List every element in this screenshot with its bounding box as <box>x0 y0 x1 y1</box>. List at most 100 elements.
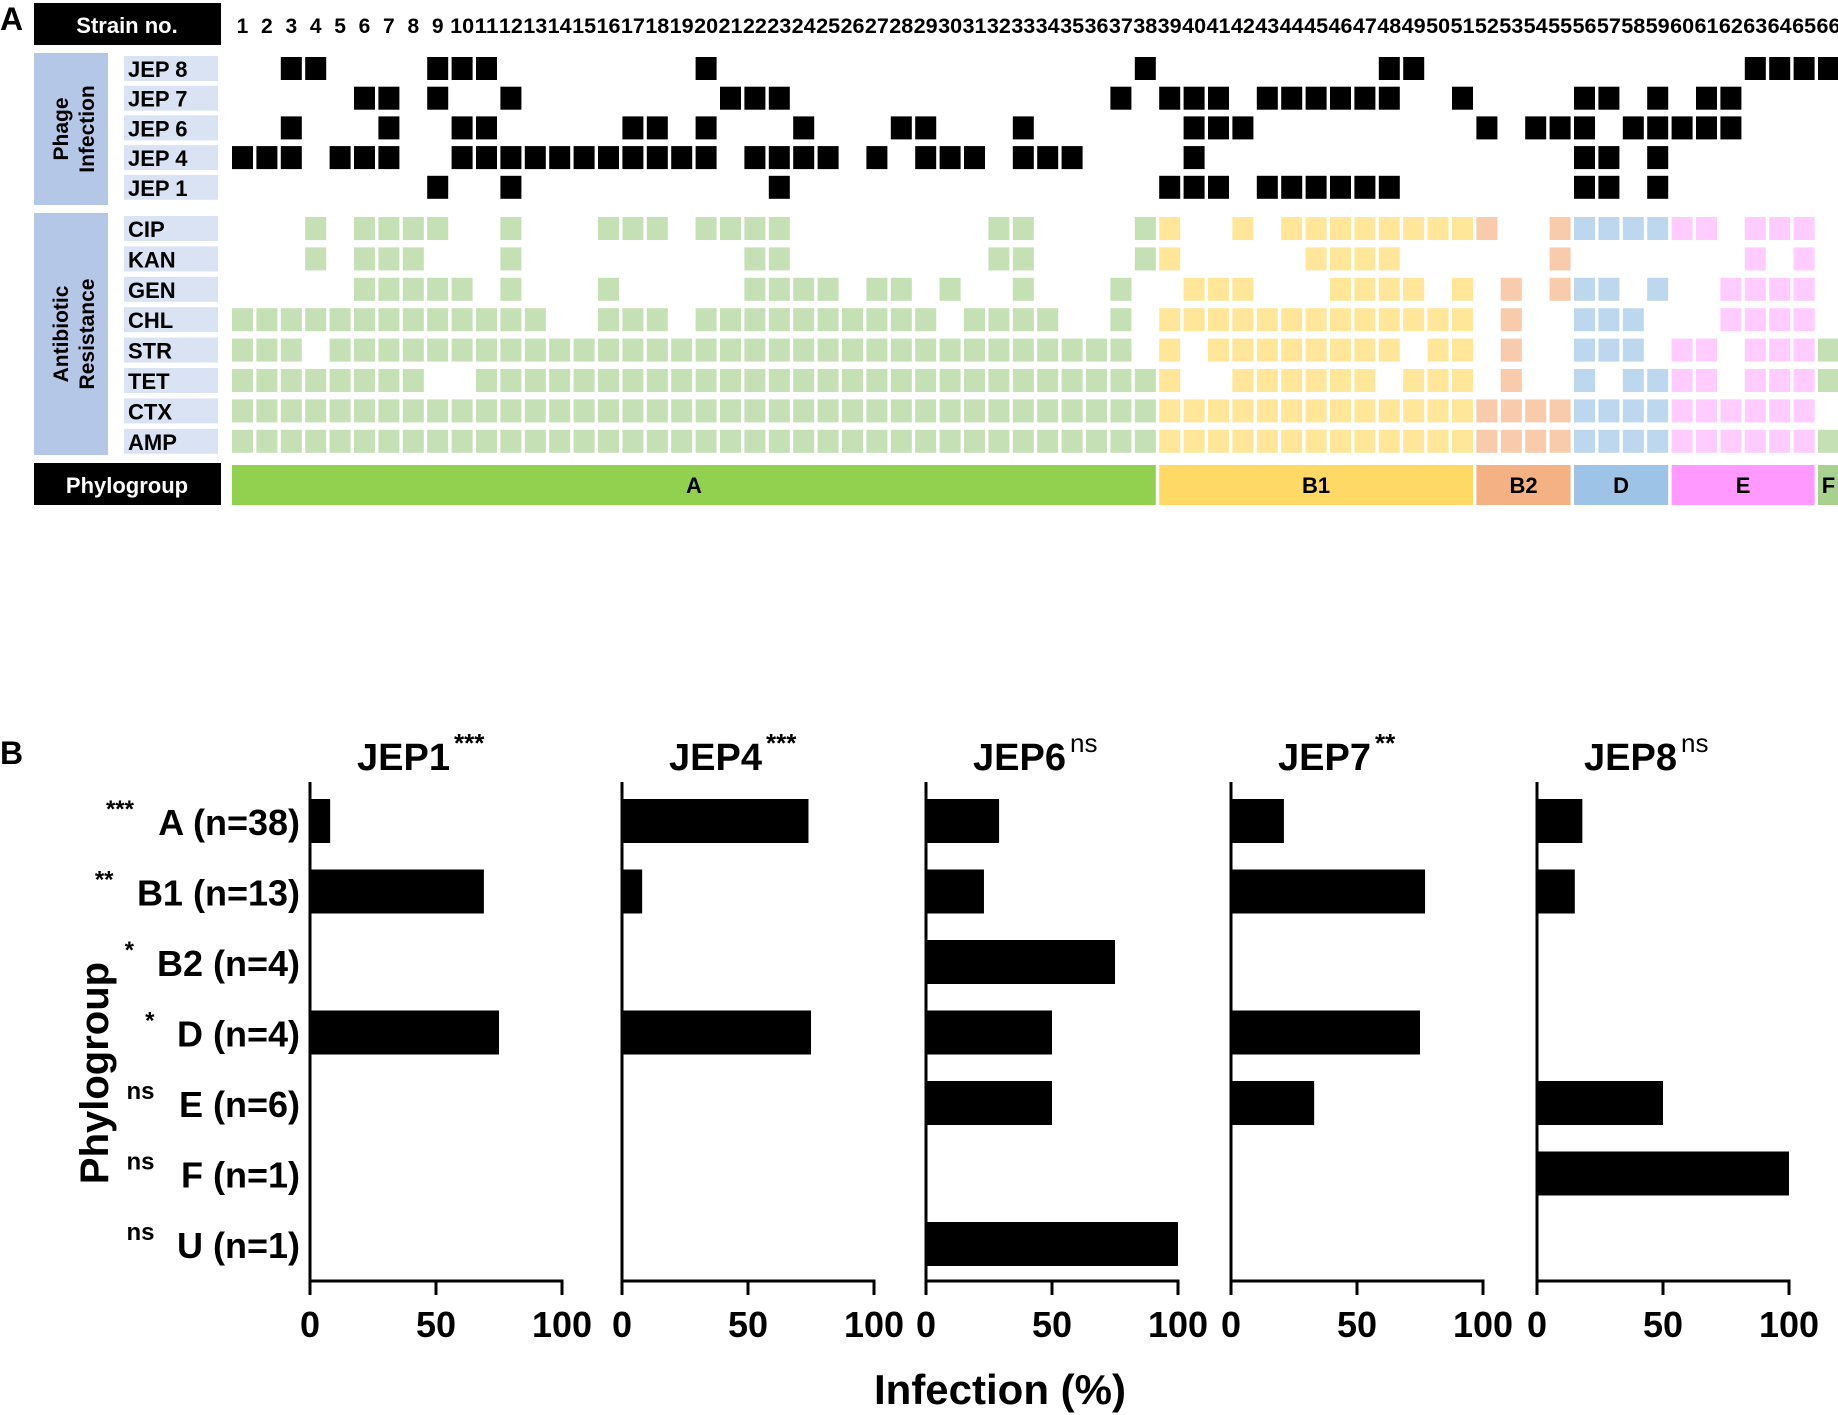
bar <box>926 869 984 914</box>
resistance-cell <box>695 217 717 240</box>
resistance-cell <box>427 308 449 332</box>
resistance-cell <box>744 369 766 392</box>
infection-cell <box>1720 116 1742 140</box>
resistance-cell <box>1452 369 1473 392</box>
resistance-cell <box>598 399 619 423</box>
resistance-cell <box>1427 338 1449 362</box>
resistance-cell <box>1769 338 1791 362</box>
resistance-cell <box>1622 369 1644 392</box>
resistance-cell <box>451 308 473 332</box>
resistance-cell <box>1232 369 1254 392</box>
bar <box>926 940 1115 984</box>
strain-header-box <box>34 3 221 45</box>
resistance-cell <box>915 399 937 423</box>
infection-cell <box>1330 86 1351 110</box>
resistance-cell <box>1427 369 1449 392</box>
bar <box>1231 1081 1315 1125</box>
resistance-cell <box>1012 369 1034 392</box>
x-tick-label: 0 <box>916 1304 936 1345</box>
infection-cell <box>451 116 473 140</box>
resistance-cell <box>1598 217 1620 240</box>
infection-cell <box>1037 146 1059 170</box>
resistance-cell <box>1549 217 1571 240</box>
resistance-cell <box>1281 308 1303 332</box>
resistance-cell <box>1086 338 1107 362</box>
infection-cell <box>549 146 571 170</box>
resistance-cell <box>1037 369 1059 392</box>
phylogroup-segment <box>1159 465 1473 505</box>
infection-cell <box>1134 57 1156 80</box>
strain-number: 34 <box>1036 15 1060 38</box>
resistance-cell <box>695 399 717 423</box>
strain-number: 15 <box>572 15 596 38</box>
resistance-cell <box>524 429 546 453</box>
strain-number: 3 <box>285 15 297 38</box>
resistance-cell <box>451 338 473 362</box>
resistance-cell <box>1598 308 1620 332</box>
resistance-cell <box>1012 217 1034 240</box>
resistance-cell <box>1037 429 1059 453</box>
resistance-row-label: CTX <box>128 399 172 424</box>
infection-cell <box>354 86 375 110</box>
strain-number: 37 <box>1109 15 1133 38</box>
resistance-cell <box>1134 217 1156 240</box>
resistance-cell <box>720 429 741 453</box>
strain-number: 25 <box>816 15 840 38</box>
resistance-cell <box>1769 429 1791 453</box>
infection-cell <box>1525 116 1547 140</box>
resistance-cell <box>1354 217 1376 240</box>
infection-cell <box>524 146 546 170</box>
resistance-cell <box>1452 399 1473 423</box>
resistance-cell <box>1037 338 1059 362</box>
resistance-cell <box>378 308 400 332</box>
infection-cell <box>1208 86 1229 110</box>
category-significance: ns <box>126 1219 154 1246</box>
resistance-cell <box>964 308 985 332</box>
resistance-cell <box>988 308 1010 332</box>
resistance-cell <box>1452 338 1473 362</box>
resistance-cell <box>1647 277 1669 301</box>
resistance-cell <box>500 217 522 240</box>
strain-number: 55 <box>1548 15 1572 38</box>
phage-row-label: JEP 4 <box>128 146 188 171</box>
resistance-cell <box>988 247 1010 271</box>
resistance-cell <box>890 399 912 423</box>
resistance-cell <box>890 308 912 332</box>
resistance-cell <box>1818 369 1838 392</box>
category-significance: ns <box>126 1078 154 1105</box>
resistance-cell <box>1354 429 1376 453</box>
resistance-cell <box>354 217 375 240</box>
infection-cell <box>500 175 522 199</box>
resistance-cell <box>1232 308 1254 332</box>
resistance-cell <box>1208 429 1229 453</box>
resistance-cell <box>378 217 400 240</box>
infection-cell <box>232 146 253 170</box>
bar <box>926 1081 1052 1125</box>
chart-significance: *** <box>454 728 485 758</box>
resistance-cell <box>1012 429 1034 453</box>
resistance-cell <box>1305 308 1327 332</box>
resistance-cell <box>842 369 863 392</box>
infection-cell <box>1012 146 1034 170</box>
resistance-cell <box>842 308 863 332</box>
infection-cell <box>305 57 327 80</box>
strain-number: 44 <box>1280 15 1304 38</box>
phage-row-label-box <box>124 85 218 111</box>
resistance-cell <box>768 429 790 453</box>
resistance-cell <box>671 338 693 362</box>
resistance-cell <box>232 338 253 362</box>
resistance-cell <box>817 308 839 332</box>
resistance-cell <box>598 338 619 362</box>
bar <box>622 869 643 914</box>
resistance-cell <box>1305 399 1327 423</box>
resistance-cell <box>1305 247 1327 271</box>
resistance-cell <box>1110 338 1132 362</box>
resistance-cell <box>890 338 912 362</box>
phage-row-label-box <box>124 56 218 81</box>
resistance-cell <box>1012 308 1034 332</box>
strain-number: 26 <box>841 15 865 38</box>
resistance-cell <box>573 338 595 362</box>
resistance-cell <box>817 338 839 362</box>
resistance-cell <box>1476 217 1498 240</box>
resistance-cell <box>695 308 717 332</box>
